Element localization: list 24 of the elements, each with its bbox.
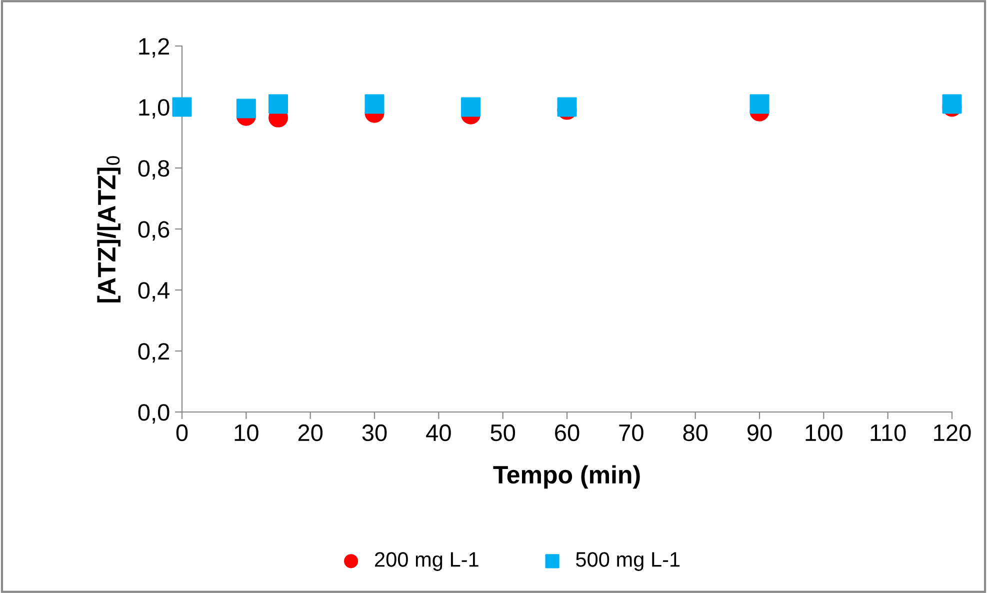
y-tick-label: 1,0 <box>139 99 170 119</box>
x-tick-label: 120 <box>934 424 971 442</box>
x-tick-label: 100 <box>806 424 842 442</box>
x-tick-label: 70 <box>619 424 644 442</box>
x-tick-label: 80 <box>683 424 708 442</box>
x-tick-label: 110 <box>870 424 906 442</box>
x-tick-label: 10 <box>234 424 258 442</box>
y-tick-label: 0,4 <box>138 282 170 302</box>
x-tick-label: 50 <box>490 424 516 442</box>
y-tick-label: 0,8 <box>138 160 170 180</box>
legend-label: 500 mg L-1 <box>576 552 680 571</box>
y-axis-title: [ATZ]/[ATZ]$_{0}$ <box>97 156 121 302</box>
y-tick-label: 1,2 <box>139 38 170 58</box>
x-axis-title: Tempo (min) <box>493 465 640 489</box>
x-tick-label: 30 <box>362 424 387 442</box>
x-tick-label: 40 <box>426 424 451 442</box>
x-tick-label: 90 <box>747 424 772 442</box>
x-tick-label: 20 <box>298 424 323 442</box>
x-tick-label: 0 <box>176 424 188 442</box>
x-tick-label: 60 <box>555 424 580 442</box>
legend-label: 200 mg L-1 <box>375 552 478 571</box>
y-tick-label: 0,0 <box>138 404 170 424</box>
y-tick-label: 0,6 <box>138 221 170 241</box>
y-tick-label: 0,2 <box>138 343 170 363</box>
